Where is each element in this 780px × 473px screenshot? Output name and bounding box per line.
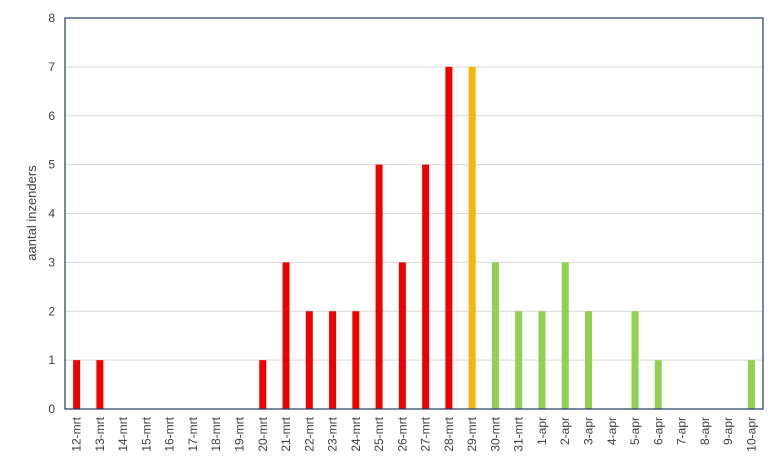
bar-20-mrt: [259, 360, 267, 409]
y-tick-label: 3: [48, 255, 55, 269]
x-tick-label: 21-mrt: [279, 416, 293, 451]
x-tick-label: 17-mrt: [186, 416, 200, 451]
x-tick-label: 5-apr: [628, 417, 642, 445]
bar-30-mrt: [491, 262, 499, 409]
x-tick-label: 6-apr: [651, 417, 665, 445]
x-tick-label: 30-mrt: [488, 416, 502, 451]
bar-31-mrt: [515, 311, 523, 409]
x-tick-label: 19-mrt: [233, 416, 247, 451]
x-tick-label: 1-apr: [535, 417, 549, 445]
y-tick-label: 5: [48, 158, 55, 172]
bar-3-apr: [585, 311, 592, 409]
bar-10-apr: [747, 360, 755, 409]
x-tick-label: 31-mrt: [512, 416, 526, 451]
x-tick-label: 8-apr: [698, 417, 712, 445]
bar-6-apr: [654, 360, 662, 409]
bar-2-apr: [561, 262, 569, 409]
x-tick-label: 29-mrt: [465, 416, 479, 451]
y-tick-label: 4: [48, 207, 55, 221]
y-tick-label: 1: [48, 353, 55, 367]
gridlines: [65, 66, 763, 361]
x-tick-label: 13-mrt: [93, 416, 107, 451]
bar-24-mrt: [352, 311, 360, 409]
y-tick-label: 2: [48, 304, 55, 318]
bar-23-mrt: [329, 311, 337, 409]
bar-27-mrt: [422, 164, 430, 409]
x-axis-ticks: 12-mrt 13-mrt 14-mrt 15-mrt 16-mrt 17-mrt 18-m…: [70, 416, 759, 451]
y-tick-label: 8: [48, 11, 55, 25]
x-tick-label: 25-mrt: [372, 416, 386, 451]
x-tick-label: 4-apr: [605, 417, 619, 445]
y-tick-label: 7: [48, 60, 55, 74]
x-tick-label: 20-mrt: [256, 416, 270, 451]
x-tick-label: 12-mrt: [70, 416, 84, 451]
x-tick-label: 18-mrt: [209, 416, 223, 451]
bar-12-mrt: [73, 360, 81, 409]
y-axis-label: aantal inzenders: [24, 165, 39, 261]
y-axis-ticks: 0 1 2 3 4 5 6 7 8: [48, 11, 55, 416]
bar-26-mrt: [398, 262, 406, 409]
x-tick-label: 9-apr: [721, 417, 735, 445]
x-tick-label: 26-mrt: [395, 416, 409, 451]
bar-25-mrt: [375, 164, 383, 409]
bar-13-mrt: [96, 360, 104, 409]
x-tick-label: 27-mrt: [419, 416, 433, 451]
x-tick-label: 15-mrt: [139, 416, 153, 451]
x-tick-label: 16-mrt: [163, 416, 177, 451]
bar-28-mrt: [445, 66, 453, 409]
x-tick-label: 23-mrt: [326, 416, 340, 451]
bar-29-mrt: [468, 66, 476, 409]
x-tick-label: 3-apr: [582, 417, 596, 445]
bar-5-apr: [631, 311, 639, 409]
x-tick-label: 24-mrt: [349, 416, 363, 451]
bar-21-mrt: [282, 262, 290, 409]
x-tick-label: 14-mrt: [116, 416, 130, 451]
x-tick-label: 22-mrt: [302, 416, 316, 451]
y-tick-label: 0: [48, 402, 55, 416]
x-tick-label: 7-apr: [675, 417, 689, 445]
y-tick-label: 6: [48, 109, 55, 123]
plot-frame: [64, 17, 764, 410]
bar-1-apr: [538, 311, 546, 409]
x-tick-label: 2-apr: [558, 417, 572, 445]
bars: [73, 66, 755, 409]
x-tick-label: 28-mrt: [442, 416, 456, 451]
bar-22-mrt: [305, 311, 313, 409]
x-tick-label: 10-apr: [744, 417, 758, 452]
